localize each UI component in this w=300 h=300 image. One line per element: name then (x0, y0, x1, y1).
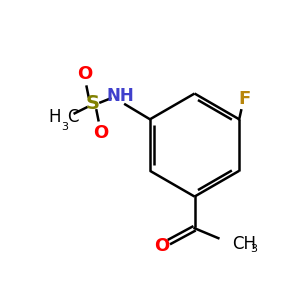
Text: CH: CH (232, 235, 256, 253)
Text: 3: 3 (61, 122, 68, 132)
Text: C: C (67, 108, 78, 126)
Text: NH: NH (106, 86, 134, 104)
Text: S: S (85, 94, 100, 113)
Text: H: H (48, 108, 61, 126)
Text: F: F (238, 91, 250, 109)
Text: O: O (93, 124, 108, 142)
Text: O: O (154, 237, 170, 255)
Text: 3: 3 (250, 244, 257, 254)
Text: O: O (77, 65, 92, 83)
